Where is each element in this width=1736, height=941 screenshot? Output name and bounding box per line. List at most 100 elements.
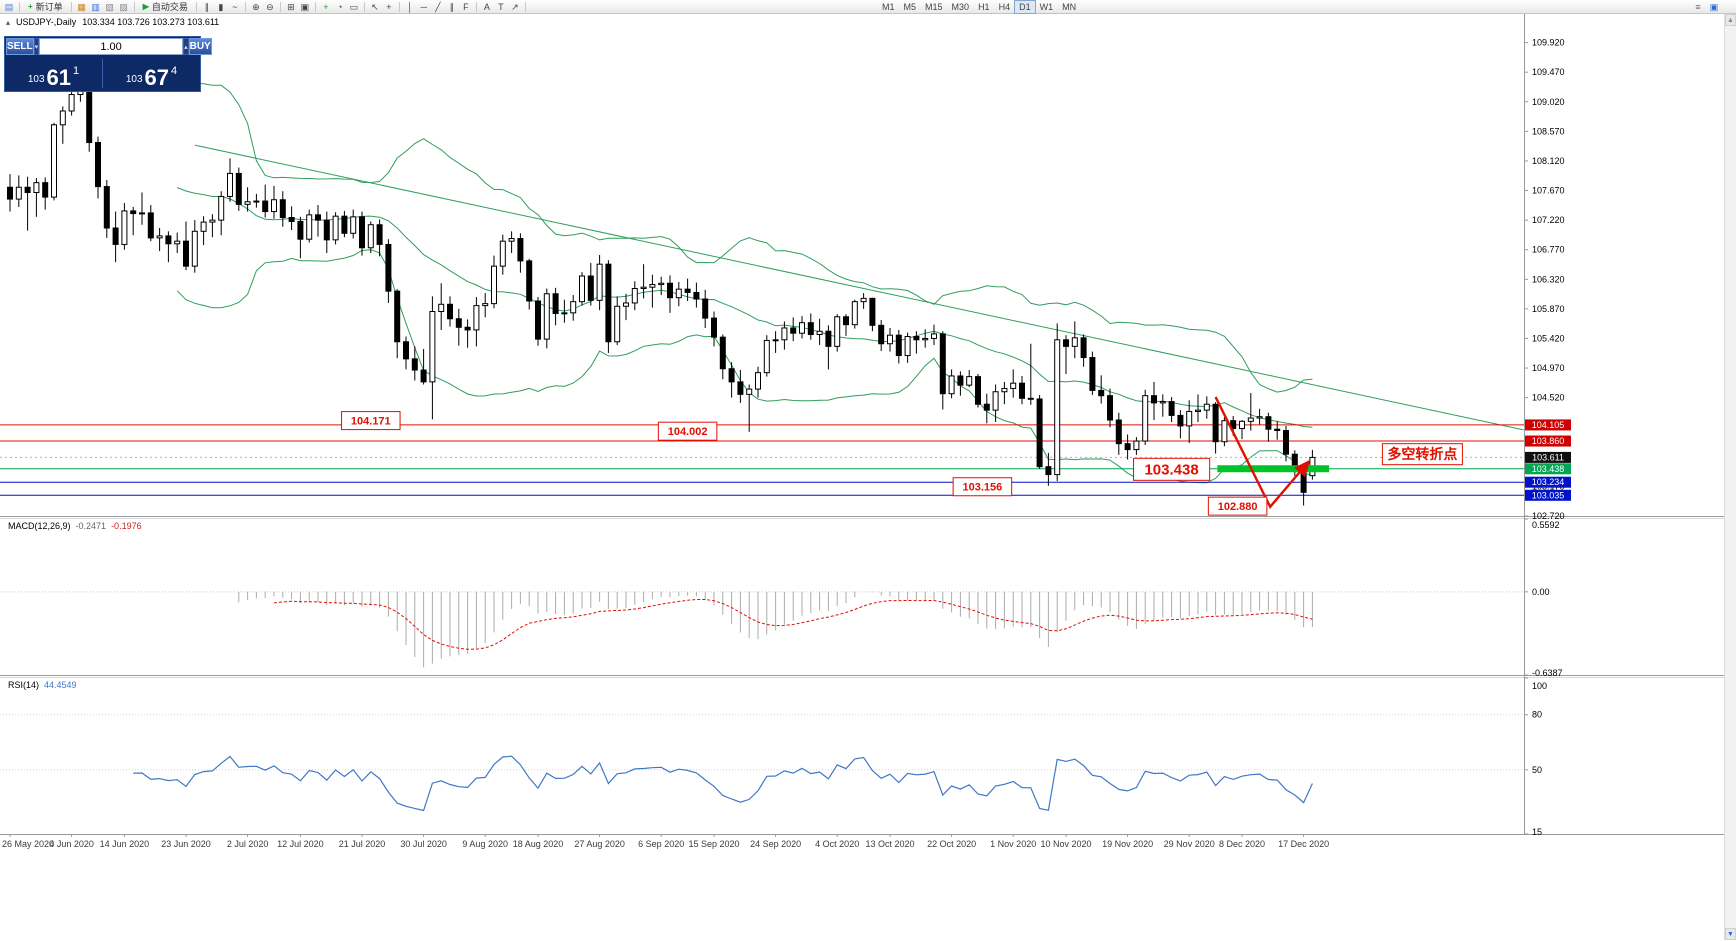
y-axis-label: 104.970 xyxy=(1532,363,1565,373)
chart-ohlc-values: 103.334 103.726 103.273 103.611 xyxy=(82,17,219,27)
toolbar-right-icons: ≡▣ xyxy=(1692,1,1720,13)
macd-axis-label: -0.6387 xyxy=(1532,668,1563,678)
x-axis-label: 17 Dec 2020 xyxy=(1278,839,1329,849)
zoom-in-icon[interactable]: ⊕ xyxy=(250,1,262,13)
x-axis-label: 26 May 2020 xyxy=(2,839,54,849)
text-icon[interactable]: A xyxy=(481,1,493,13)
toolbar-separator xyxy=(245,2,246,12)
text-label-icon[interactable]: T xyxy=(495,1,507,13)
bid-price: 103 61 1 xyxy=(5,56,102,91)
autotrading-button[interactable]: ▶自动交易 xyxy=(139,1,192,13)
crosshair-icon[interactable]: + xyxy=(383,1,395,13)
timeframe-button-m1[interactable]: M1 xyxy=(878,1,899,13)
add-indicator-icon[interactable]: + xyxy=(320,1,332,13)
templates-icon[interactable]: ▭ xyxy=(348,1,360,13)
macd-axis-label: 0.00 xyxy=(1532,587,1550,597)
community-icon[interactable]: ▣ xyxy=(1708,1,1720,13)
toolbar-overflow-icon[interactable]: ≡ xyxy=(1692,1,1704,13)
timeframe-button-m5[interactable]: M5 xyxy=(900,1,921,13)
cursor-icon[interactable]: ↖ xyxy=(369,1,381,13)
x-axis-label: 8 Dec 2020 xyxy=(1219,839,1265,849)
x-axis-label: 27 Aug 2020 xyxy=(574,839,625,849)
autotrading-button-label: 自动交易 xyxy=(152,0,188,13)
y-axis-label: 106.770 xyxy=(1532,245,1565,255)
rsi-value: 44.4549 xyxy=(44,680,77,690)
autotrading-button-icon: ▶ xyxy=(143,2,149,11)
sell-button[interactable]: SELL xyxy=(6,38,34,55)
trade-prices-row: 103 61 1 103 67 4 xyxy=(5,56,200,91)
profiles-icon[interactable]: ▥ xyxy=(90,1,102,13)
x-axis-label: 9 Aug 2020 xyxy=(462,839,508,849)
tile-windows-icon[interactable]: ⊞ xyxy=(285,1,297,13)
toolbar-separator xyxy=(525,2,526,12)
zoom-out-icon[interactable]: ⊖ xyxy=(264,1,276,13)
macd-panel-layer xyxy=(0,592,1524,668)
trendline-icon[interactable]: ╱ xyxy=(432,1,444,13)
timeframe-button-d1[interactable]: D1 xyxy=(1015,1,1035,13)
vertical-line-icon[interactable]: │ xyxy=(404,1,416,13)
timeframe-button-h4[interactable]: H4 xyxy=(995,1,1015,13)
market-watch-icon[interactable]: ▧ xyxy=(104,1,116,13)
ask-price-main: 67 xyxy=(145,68,169,87)
rsi-axis-label: 50 xyxy=(1532,765,1542,775)
macd-signal-value: -0.1976 xyxy=(111,521,142,531)
timeframe-button-m30[interactable]: M30 xyxy=(948,1,974,13)
fibonacci-icon[interactable]: F xyxy=(460,1,472,13)
candlestick-chart-icon[interactable]: ▮ xyxy=(215,1,227,13)
macd-main-value: -0.2471 xyxy=(76,521,107,531)
chart-text-label: 103.156 xyxy=(963,482,1003,494)
x-axis-label: 14 Jun 2020 xyxy=(100,839,150,849)
x-axis-label: 29 Nov 2020 xyxy=(1164,839,1215,849)
bars-chart-icon[interactable]: ∥ xyxy=(201,1,213,13)
scroll-down-icon[interactable]: ▼ xyxy=(1725,928,1736,940)
x-axis-label: 4 Oct 2020 xyxy=(815,839,859,849)
horizontal-line-icon[interactable]: ─ xyxy=(418,1,430,13)
x-axis-label: 30 Jul 2020 xyxy=(400,839,447,849)
y-axis-label: 107.670 xyxy=(1532,186,1565,196)
chart-window-icon[interactable]: ▤ xyxy=(3,1,15,13)
arrows-tool-icon[interactable]: ↗ xyxy=(509,1,521,13)
timeframe-button-w1[interactable]: W1 xyxy=(1036,1,1058,13)
macd-axis-label: 0.5592 xyxy=(1532,520,1560,530)
y-axis-label: 109.020 xyxy=(1532,97,1565,107)
chart-text-label: 102.880 xyxy=(1218,501,1258,513)
vertical-scrollbar[interactable]: ▲ ▼ xyxy=(1724,14,1736,940)
toolbar-separator xyxy=(71,2,72,12)
buy-button[interactable]: BUY xyxy=(189,38,212,55)
svg-text:103.438: 103.438 xyxy=(1532,464,1565,474)
x-axis-label: 13 Oct 2020 xyxy=(865,839,914,849)
ask-price-pip: 4 xyxy=(171,65,177,77)
data-window-icon[interactable]: ▨ xyxy=(118,1,130,13)
x-axis-label: 10 Nov 2020 xyxy=(1040,839,1091,849)
macd-indicator-label: MACD(12,26,9) -0.2471 -0.1976 xyxy=(8,521,142,531)
line-chart-icon[interactable]: ~ xyxy=(229,1,241,13)
y-axis-label: 109.470 xyxy=(1532,67,1565,77)
timeframe-button-m15[interactable]: M15 xyxy=(921,1,947,13)
charts-grid-icon[interactable]: ▦ xyxy=(76,1,88,13)
channel-icon[interactable]: ∥ xyxy=(446,1,458,13)
y-axis-label: 106.320 xyxy=(1532,274,1565,284)
period-clock-icon[interactable]: ◔ xyxy=(334,1,346,13)
timeframe-button-h1[interactable]: H1 xyxy=(974,1,994,13)
oneclick-collapse-icon[interactable]: ▴ xyxy=(6,18,10,27)
cascade-windows-icon[interactable]: ▣ xyxy=(299,1,311,13)
volume-input[interactable] xyxy=(39,38,183,55)
bid-price-main: 61 xyxy=(47,68,71,87)
rsi-indicator-label: RSI(14) 44.4549 xyxy=(8,680,77,690)
scroll-up-icon[interactable]: ▲ xyxy=(1725,14,1736,26)
svg-text:103.860: 103.860 xyxy=(1532,436,1565,446)
x-axis-label: 23 Jun 2020 xyxy=(161,839,211,849)
new-order-button-icon: + xyxy=(28,2,33,11)
toolbar-separator xyxy=(315,2,316,12)
x-axis-label: 15 Sep 2020 xyxy=(688,839,739,849)
macd-name: MACD(12,26,9) xyxy=(8,521,71,531)
y-axis-label: 109.920 xyxy=(1532,38,1565,48)
svg-text:103.611: 103.611 xyxy=(1532,452,1564,462)
toolbar-separator xyxy=(364,2,365,12)
svg-text:103.035: 103.035 xyxy=(1532,490,1565,500)
timeframe-button-mn[interactable]: MN xyxy=(1058,1,1080,13)
new-order-button[interactable]: +新订单 xyxy=(24,1,67,13)
rsi-axis-label: 15 xyxy=(1532,827,1542,837)
